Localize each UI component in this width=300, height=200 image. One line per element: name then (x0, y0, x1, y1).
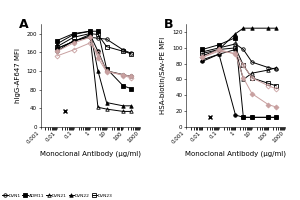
Text: B: B (164, 18, 174, 31)
Text: A: A (19, 18, 28, 31)
X-axis label: Monoclonal Antibody (μg/ml): Monoclonal Antibody (μg/ml) (40, 151, 141, 157)
Y-axis label: hIgG-AF647 MFI: hIgG-AF647 MFI (15, 48, 21, 103)
Legend: DVN1, ADM11, DVN21, DVN22, DVN23: DVN1, ADM11, DVN21, DVN22, DVN23 (2, 194, 113, 198)
X-axis label: Monoclonal Antibody (μg/ml): Monoclonal Antibody (μg/ml) (185, 151, 286, 157)
Y-axis label: HSA-biotin/SAv-PE MFI: HSA-biotin/SAv-PE MFI (160, 37, 166, 114)
